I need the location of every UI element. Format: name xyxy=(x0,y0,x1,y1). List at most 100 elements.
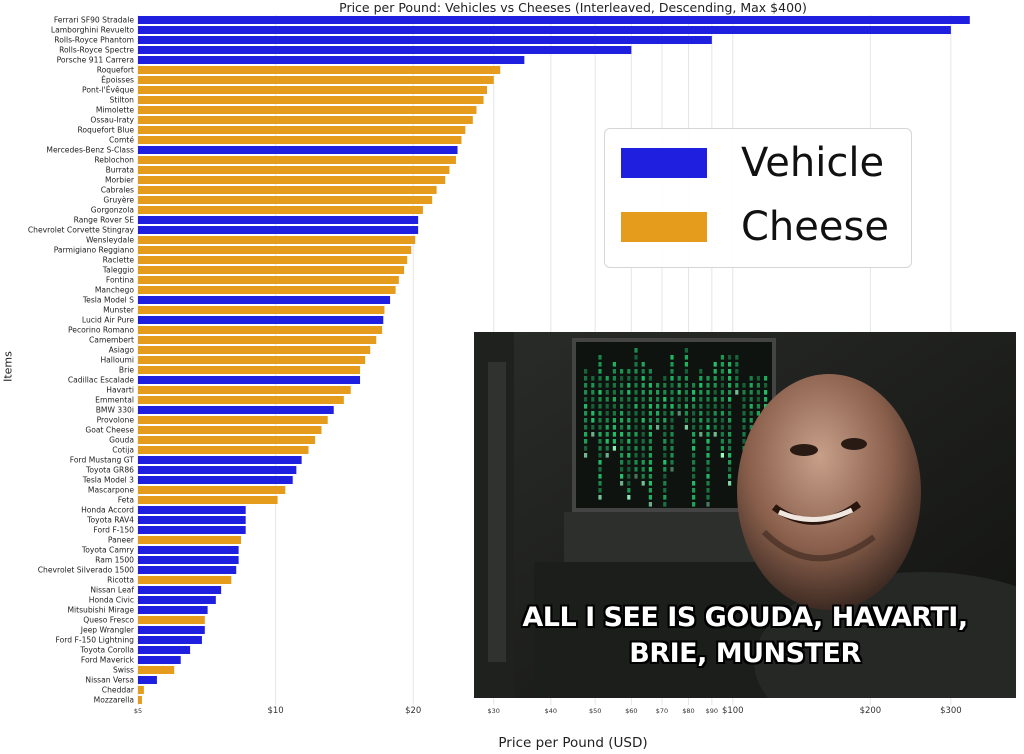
code-glyph xyxy=(648,460,652,465)
code-glyph xyxy=(598,355,602,360)
code-glyph xyxy=(598,404,602,409)
code-glyph xyxy=(670,404,674,409)
code-glyph xyxy=(605,425,609,430)
y-tick-label: Nissan Leaf xyxy=(90,586,134,595)
code-glyph xyxy=(706,502,710,507)
bar-cheese xyxy=(138,306,385,314)
bar-cheese xyxy=(138,206,423,214)
meme-scene xyxy=(474,332,1016,698)
code-glyph xyxy=(605,397,609,402)
bar-cheese xyxy=(138,246,412,254)
bar-vehicle xyxy=(138,226,419,234)
y-tick-label: Swiss xyxy=(113,666,134,675)
code-glyph xyxy=(663,411,667,416)
code-glyph xyxy=(620,397,624,402)
code-glyph xyxy=(584,453,588,458)
code-glyph xyxy=(684,411,688,416)
code-glyph xyxy=(584,376,588,381)
code-glyph xyxy=(591,411,595,416)
code-glyph xyxy=(591,432,595,437)
x-tick-label: $60 xyxy=(625,707,637,715)
code-glyph xyxy=(612,369,616,374)
code-glyph xyxy=(620,453,624,458)
x-tick-label: $200 xyxy=(860,706,882,716)
y-tick-label: Munster xyxy=(103,306,135,315)
x-tick-label: $50 xyxy=(589,707,601,715)
y-tick-label: Tesla Model 3 xyxy=(82,476,134,485)
code-glyph xyxy=(641,453,645,458)
chart-legend: Vehicle Cheese xyxy=(604,128,912,268)
code-glyph xyxy=(749,383,753,388)
code-glyph xyxy=(605,453,609,458)
y-tick-label: Toyota GR86 xyxy=(85,466,134,475)
code-glyph xyxy=(699,369,703,374)
y-tick-label: Nissan Versa xyxy=(85,676,134,685)
code-glyph xyxy=(706,411,710,416)
code-glyph xyxy=(692,432,696,437)
bar-cheese xyxy=(138,446,309,454)
bar-vehicle xyxy=(138,216,419,224)
x-tick-label: $100 xyxy=(722,706,744,716)
bar-vehicle xyxy=(138,596,216,604)
bar-cheese xyxy=(138,326,383,334)
code-glyph xyxy=(692,460,696,465)
code-glyph xyxy=(612,362,616,367)
bar-vehicle xyxy=(138,646,191,654)
code-glyph xyxy=(584,404,588,409)
code-glyph xyxy=(605,376,609,381)
y-tick-label: Cadillac Escalade xyxy=(68,376,135,385)
code-glyph xyxy=(684,348,688,353)
code-glyph xyxy=(749,425,753,430)
bar-vehicle xyxy=(138,406,334,414)
bar-cheese xyxy=(138,496,278,504)
code-glyph xyxy=(677,383,681,388)
y-tick-label: Roquefort Blue xyxy=(77,126,134,135)
code-glyph xyxy=(670,376,674,381)
code-glyph xyxy=(742,411,746,416)
code-glyph xyxy=(634,390,638,395)
y-tick-label: Ram 1500 xyxy=(95,556,134,565)
code-glyph xyxy=(706,397,710,402)
code-glyph xyxy=(634,453,638,458)
code-glyph xyxy=(692,411,696,416)
code-glyph xyxy=(634,439,638,444)
code-glyph xyxy=(670,432,674,437)
code-glyph xyxy=(591,397,595,402)
code-glyph xyxy=(692,495,696,500)
code-glyph xyxy=(706,390,710,395)
code-glyph xyxy=(684,376,688,381)
code-glyph xyxy=(627,418,631,423)
code-glyph xyxy=(684,425,688,430)
y-tick-label: Queso Fresco xyxy=(83,616,134,625)
bar-cheese xyxy=(138,486,286,494)
code-glyph xyxy=(749,404,753,409)
code-glyph xyxy=(756,383,760,388)
code-glyph xyxy=(612,432,616,437)
code-glyph xyxy=(620,418,624,423)
y-tick-label: Provolone xyxy=(97,416,135,425)
code-glyph xyxy=(764,397,768,402)
code-glyph xyxy=(670,383,674,388)
code-glyph xyxy=(713,369,717,374)
code-glyph xyxy=(591,404,595,409)
y-tick-label: Honda Accord xyxy=(81,506,134,515)
code-glyph xyxy=(591,418,595,423)
legend-swatch-cheese xyxy=(621,212,707,242)
code-glyph xyxy=(634,474,638,479)
code-glyph xyxy=(720,453,724,458)
code-glyph xyxy=(598,460,602,465)
code-glyph xyxy=(706,376,710,381)
y-tick-label: Rolls-Royce Phantom xyxy=(54,36,134,45)
code-glyph xyxy=(720,439,724,444)
code-glyph xyxy=(742,439,746,444)
code-glyph xyxy=(627,376,631,381)
code-glyph xyxy=(692,383,696,388)
y-tick-label: Tesla Model S xyxy=(82,296,134,305)
bar-cheese xyxy=(138,616,205,624)
code-glyph xyxy=(728,362,732,367)
code-glyph xyxy=(720,369,724,374)
x-tick-label: $5 xyxy=(134,707,142,715)
code-glyph xyxy=(627,383,631,388)
code-glyph xyxy=(692,397,696,402)
y-tick-label: Reblochon xyxy=(94,156,134,165)
